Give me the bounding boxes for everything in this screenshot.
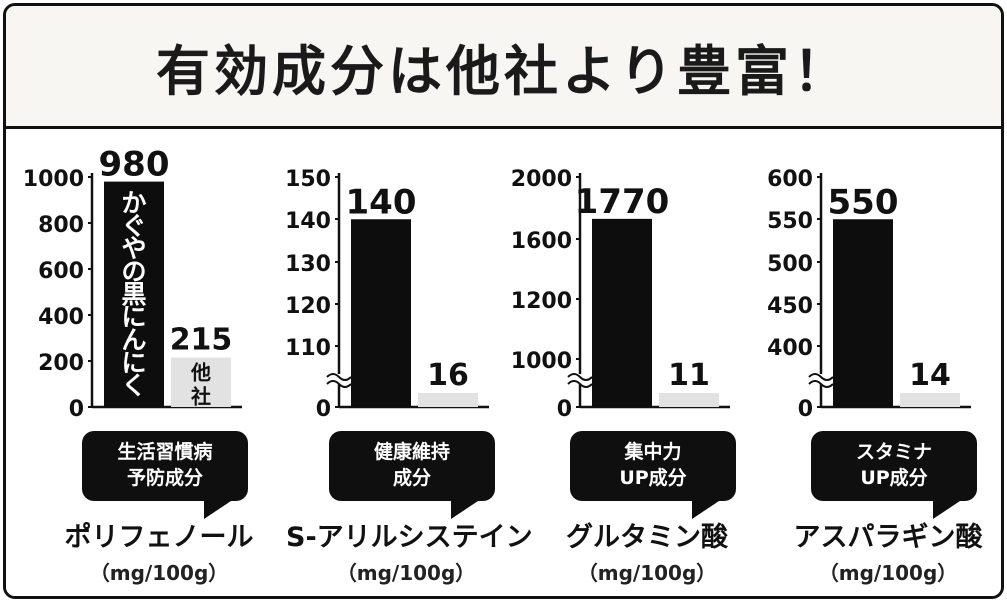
value-label-other: 11 xyxy=(668,358,710,393)
badge-line-1: 生活習慣病 xyxy=(117,441,213,464)
value-label-other: 14 xyxy=(909,358,951,393)
y-tick-label: 400 xyxy=(767,336,813,361)
value-label-other: 16 xyxy=(427,358,469,393)
bar-label-char: ん xyxy=(121,326,146,355)
y-tick-label: 130 xyxy=(285,252,331,277)
y-tick-label: 2000 xyxy=(511,167,572,192)
y-tick-label: 0 xyxy=(316,397,331,422)
charts-area: 1000 800 600 400 200 0 980 215 かぐやの黒にんにく他社 150 140… xyxy=(6,129,1001,596)
badge-line-1: スタミナ xyxy=(855,441,932,464)
y-tick-label: 200 xyxy=(38,351,84,376)
y-tick-label: 1200 xyxy=(511,289,572,314)
bar-label-char: く xyxy=(121,371,146,400)
bar-label-char: か xyxy=(121,189,146,218)
bar-other xyxy=(171,357,231,407)
unit-glutamic: （mg/100g） xyxy=(577,561,717,585)
badge-tail xyxy=(692,499,722,519)
bar-other xyxy=(418,393,478,407)
bar-label-char: の xyxy=(121,257,146,286)
y-tick-label: 1000 xyxy=(511,349,572,374)
badge-aspartic: スタミナ UP成分 xyxy=(811,431,977,519)
bar-main xyxy=(104,181,164,407)
bar-label-char: や xyxy=(121,234,146,263)
y-tick-label: 0 xyxy=(798,397,813,422)
axis-break-gap xyxy=(329,374,349,384)
axis-break-mark xyxy=(567,380,593,388)
y-tick-label: 400 xyxy=(38,305,84,330)
badge-tail xyxy=(933,499,963,519)
badge-line-1: 健康維持 xyxy=(373,441,450,464)
badge-line-2: 成分 xyxy=(392,467,431,489)
y-tick-label: 110 xyxy=(285,336,331,361)
value-label-main: 980 xyxy=(99,145,170,185)
y-tick-label: 150 xyxy=(285,167,331,192)
bar-label-char: ぐ xyxy=(121,211,146,240)
title-banner: 有効成分は他社より豊富！ xyxy=(6,6,1001,129)
value-label-main: 1770 xyxy=(575,182,670,222)
axis-break-gap xyxy=(811,374,831,384)
y-tick-label: 450 xyxy=(767,294,813,319)
y-tick-label: 600 xyxy=(767,167,813,192)
badge-tail xyxy=(451,499,481,519)
y-tick-label: 140 xyxy=(285,209,331,234)
nutrient-name-aspartic: アスパラギン酸 xyxy=(793,522,983,553)
y-tick-label: 120 xyxy=(285,294,331,319)
axis-break-mark xyxy=(808,373,834,381)
y-tick-label: 1600 xyxy=(511,229,572,254)
infographic-frame: 有効成分は他社より豊富！ 1000 800 600 400 200 0 980 215 かぐやの… xyxy=(3,3,1004,599)
axis-break-mark xyxy=(567,373,593,381)
bar-main xyxy=(833,219,893,407)
axis-break-mark xyxy=(808,380,834,388)
bar-main xyxy=(351,219,411,407)
y-tick-label: 1000 xyxy=(23,167,84,192)
nutrient-name-sac: S-アリルシステイン xyxy=(286,522,533,553)
value-label-main: 550 xyxy=(828,182,899,222)
y-tick-label: 500 xyxy=(767,252,813,277)
y-tick-label: 0 xyxy=(69,397,84,422)
badge-line-1: 集中力 xyxy=(624,441,682,464)
y-tick-label: 0 xyxy=(557,397,572,422)
unit-polyphenol: （mg/100g） xyxy=(89,561,229,585)
badge-glutamic: 集中力 UP成分 xyxy=(570,431,736,519)
y-tick-label: 550 xyxy=(767,209,813,234)
badge-polyphenol: 生活習慣病 予防成分 xyxy=(82,431,248,519)
unit-sac: （mg/100g） xyxy=(336,561,476,585)
value-label-main: 140 xyxy=(346,182,417,222)
badge-tail xyxy=(204,499,234,519)
y-tick-label: 600 xyxy=(38,259,84,284)
badge-line-2: UP成分 xyxy=(619,467,687,489)
badge-sac: 健康維持 成分 xyxy=(329,431,495,519)
page-title: 有効成分は他社より豊富！ xyxy=(156,38,851,103)
badge-line-2: 予防成分 xyxy=(126,467,203,489)
bar-label-char: 黒 xyxy=(121,280,146,309)
bar-other xyxy=(659,393,719,407)
bar-label-char: に xyxy=(121,303,146,332)
badge-line-2: UP成分 xyxy=(860,467,928,489)
bar-main xyxy=(592,218,652,407)
axis-break-mark xyxy=(326,380,352,388)
nutrient-name-glutamic: グルタミン酸 xyxy=(566,522,728,553)
bar-label-char: 社 xyxy=(190,385,211,409)
bar-label-char: 他 xyxy=(190,361,211,385)
unit-aspartic: （mg/100g） xyxy=(818,561,958,585)
nutrient-name-polyphenol: ポリフェノール xyxy=(64,522,254,553)
axis-break-gap xyxy=(570,374,590,384)
y-tick-label: 800 xyxy=(38,213,84,238)
bar-label-char: に xyxy=(121,348,146,377)
axis-break-mark xyxy=(326,373,352,381)
value-label-other: 215 xyxy=(170,323,233,358)
bar-other xyxy=(900,393,960,407)
